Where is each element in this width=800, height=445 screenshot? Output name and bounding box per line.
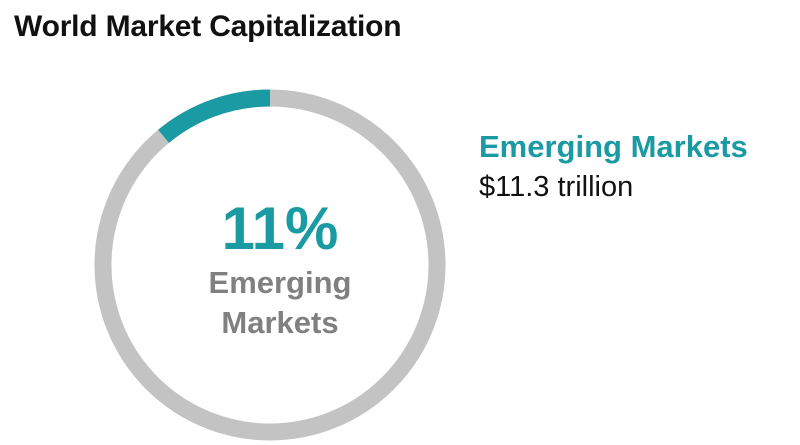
donut-chart: 11% Emerging Markets	[94, 89, 446, 441]
legend-series-name: Emerging Markets	[479, 129, 748, 164]
center-label-line-1: Emerging	[209, 265, 352, 300]
donut-slice-emerging-markets	[158, 89, 271, 143]
chart-title: World Market Capitalization	[14, 10, 402, 43]
legend: Emerging Markets $11.3 trillion	[479, 128, 748, 206]
center-percent: 11%	[222, 195, 339, 262]
center-label-line-2: Markets	[221, 305, 338, 340]
legend-series-value: $11.3 trillion	[479, 171, 634, 203]
